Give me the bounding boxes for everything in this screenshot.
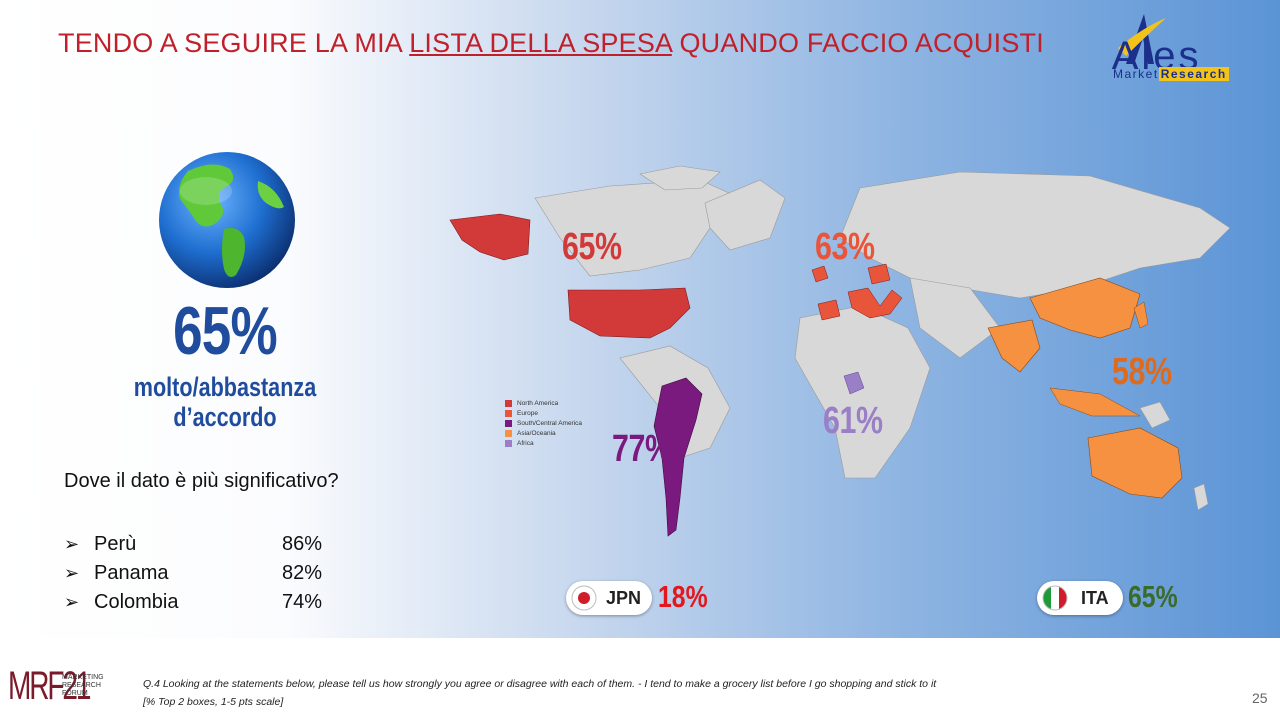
- asia-oceania-percentage: 58%: [1112, 351, 1172, 393]
- mrf-logo-mark: MRF21: [8, 664, 91, 708]
- summary-agree-label: molto/abbastanza d’accordo: [133, 372, 317, 432]
- region-africa: [843, 371, 865, 395]
- summary-percentage: 65%: [173, 293, 278, 369]
- logo-subtitle: Market Research: [1113, 67, 1229, 81]
- list-item-value: 86%: [282, 533, 323, 555]
- jpn-code: JPN: [606, 588, 642, 608]
- arrow-bullet-icon: ➢: [64, 592, 80, 612]
- list-item-country: Perù: [94, 533, 137, 555]
- list-item: ➢ Perù 86%: [64, 530, 344, 559]
- world-map: [449, 165, 1231, 537]
- region-alaska: [449, 213, 531, 261]
- list-item: ➢ Colombia 74%: [64, 588, 344, 617]
- globe-icon: [159, 152, 295, 288]
- logo-sub-research: Research: [1158, 67, 1229, 81]
- footnote-scale: [% Top 2 boxes, 1-5 pts scale]: [143, 696, 284, 708]
- region-asia-indonesia: [1049, 387, 1141, 417]
- logo-mark-icon: [1118, 14, 1166, 64]
- region-oceania-australia: [1087, 427, 1183, 499]
- south-central-america-percentage: 77%: [612, 428, 672, 470]
- legend-label: North America: [517, 399, 559, 407]
- title-prefix: TENDO A SEGUIRE LA MIA: [58, 28, 410, 58]
- list-item-country: Colombia: [94, 591, 179, 613]
- footnote: Q.4 Looking at the statements below, ple…: [143, 675, 1143, 711]
- list-item-value: 74%: [282, 591, 323, 613]
- legend-item: South/Central America: [505, 418, 582, 428]
- legend-label: Asia/Oceania: [517, 429, 556, 437]
- africa-percentage: 61%: [823, 400, 883, 442]
- legend-item: North America: [505, 398, 582, 408]
- list-item: ➢ Panama 82%: [64, 559, 344, 588]
- region-north-america: [567, 287, 691, 339]
- title-suffix: QUANDO FACCIO ACQUISTI: [671, 28, 1044, 58]
- jpn-percentage: 18%: [658, 579, 708, 614]
- legend-swatch: [505, 419, 512, 427]
- region-europe-spain: [817, 299, 841, 321]
- ita-code: ITA: [1081, 588, 1109, 608]
- region-europe-poland: [867, 263, 891, 285]
- region-asia-japan: [1133, 301, 1149, 329]
- north-america-percentage: 65%: [562, 226, 622, 268]
- japan-flag-icon: [571, 585, 597, 611]
- legend-swatch: [505, 429, 512, 437]
- map-legend: North America Europe South/Central Ameri…: [505, 398, 582, 448]
- logo-sub-market: Market: [1113, 67, 1159, 81]
- region-europe-central: [847, 287, 903, 319]
- agree-line-2: d’accordo: [173, 402, 277, 432]
- legend-item: Africa: [505, 438, 582, 448]
- region-south-central-america: [653, 377, 703, 537]
- legend-label: Africa: [517, 439, 534, 447]
- slide-title: TENDO A SEGUIRE LA MIA LISTA DELLA SPESA…: [58, 28, 1044, 59]
- ita-badge: ITA: [1037, 581, 1123, 615]
- mrf-logo-subtitle: MARKETING RESEARCH FORUM: [62, 674, 104, 697]
- significance-list: ➢ Perù 86% ➢ Panama 82% ➢ Colombia 74%: [64, 530, 344, 617]
- region-new-zealand: [1193, 483, 1209, 511]
- legend-item: Europe: [505, 408, 582, 418]
- title-underlined: LISTA DELLA SPESA: [409, 28, 672, 58]
- agree-line-1: molto/abbastanza: [133, 372, 317, 402]
- legend-swatch: [505, 399, 512, 407]
- footnote-question: Q.4 Looking at the statements below, ple…: [143, 678, 937, 690]
- page-number: 25: [1252, 690, 1268, 706]
- legend-label: Europe: [517, 409, 538, 417]
- list-item-country: Panama: [94, 562, 169, 584]
- list-item-value: 82%: [282, 562, 323, 584]
- ita-percentage: 65%: [1128, 579, 1178, 614]
- arrow-bullet-icon: ➢: [64, 563, 80, 583]
- region-asia-india: [987, 319, 1041, 373]
- jpn-badge: JPN: [566, 581, 652, 615]
- region-europe-uk: [811, 265, 829, 283]
- legend-item: Asia/Oceania: [505, 428, 582, 438]
- legend-swatch: [505, 409, 512, 417]
- arrow-bullet-icon: ➢: [64, 534, 80, 554]
- europe-percentage: 63%: [815, 226, 875, 268]
- legend-label: South/Central America: [517, 419, 583, 427]
- map-base-land: [534, 165, 1231, 479]
- italy-flag-icon: [1042, 585, 1068, 611]
- significance-question: Dove il dato è più significativo?: [64, 470, 339, 492]
- legend-swatch: [505, 439, 512, 447]
- region-asia-china: [1029, 277, 1141, 339]
